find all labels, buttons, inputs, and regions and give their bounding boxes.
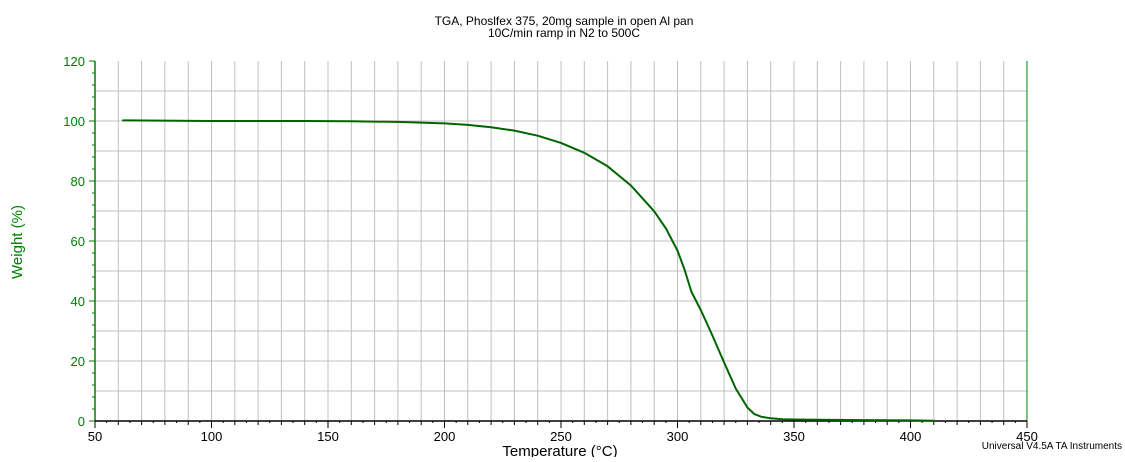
y-tick-label: 60 xyxy=(71,234,85,249)
series xyxy=(122,119,935,422)
y-tick-label: 0 xyxy=(78,414,85,429)
x-tick-label: 250 xyxy=(550,429,572,444)
chart-title: TGA, Phoslfex 375, 20mg sample in open A… xyxy=(435,14,694,28)
y-axis-label: Weight (%) xyxy=(9,205,26,279)
footer-label: Universal V4.5A TA Instruments xyxy=(982,441,1122,452)
x-tick-label: 50 xyxy=(88,429,102,444)
axes xyxy=(89,60,1028,428)
x-tick-label: 150 xyxy=(317,429,339,444)
y-tick-label: 120 xyxy=(63,54,85,69)
y-tick-label: 40 xyxy=(71,294,85,309)
x-tick-label: 100 xyxy=(201,429,223,444)
tick-labels: 0 20 40 60 80 100 120 50 100 150 200 250 300 350 400 45… xyxy=(63,54,1038,444)
x-tick-label: 450 xyxy=(1016,429,1038,444)
x-tick-label: 200 xyxy=(434,429,456,444)
series-line-0 xyxy=(122,119,935,422)
y-tick-label: 100 xyxy=(63,114,85,129)
y-tick-label: 80 xyxy=(71,174,85,189)
chart-subtitle: 10C/min ramp in N2 to 500C xyxy=(488,26,640,40)
grid xyxy=(95,61,1027,421)
x-tick-label: 300 xyxy=(667,429,689,444)
x-axis-label: Temperature (°C) xyxy=(502,443,617,457)
x-tick-label: 400 xyxy=(900,429,922,444)
y-tick-label: 20 xyxy=(71,354,85,369)
x-tick-label: 350 xyxy=(783,429,805,444)
